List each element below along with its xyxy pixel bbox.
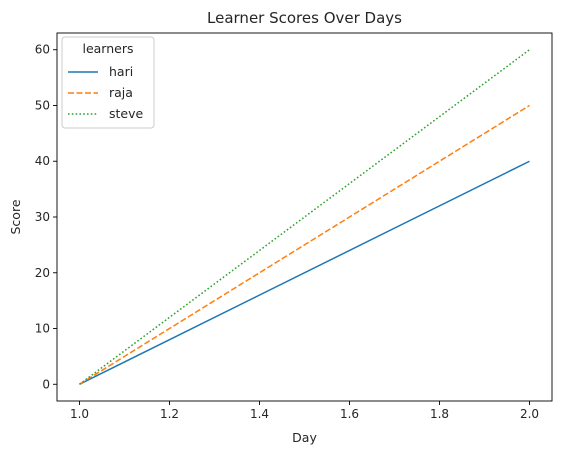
x-tick-label: 1.0 bbox=[70, 407, 89, 421]
y-tick-label: 10 bbox=[35, 322, 50, 336]
y-axis: 0 10 20 30 40 50 60 bbox=[35, 43, 57, 391]
x-axis-label: Day bbox=[292, 430, 317, 445]
x-tick-label: 1.2 bbox=[160, 407, 179, 421]
y-tick-label: 60 bbox=[35, 43, 50, 57]
legend-label-hari: hari bbox=[109, 64, 133, 79]
series-line-hari bbox=[79, 160, 530, 385]
legend-label-raja: raja bbox=[109, 85, 133, 100]
legend-title: learners bbox=[82, 41, 133, 56]
x-tick-label: 1.4 bbox=[250, 407, 269, 421]
y-tick-label: 30 bbox=[35, 210, 50, 224]
y-tick-label: 20 bbox=[35, 266, 50, 280]
legend-label-steve: steve bbox=[109, 106, 144, 121]
legend-box bbox=[61, 36, 155, 129]
plot-area bbox=[79, 49, 530, 385]
x-axis: 1.0 1.2 1.4 1.6 1.8 2.0 bbox=[70, 401, 539, 421]
y-tick-label: 0 bbox=[42, 377, 50, 391]
x-tick-label: 1.8 bbox=[430, 407, 449, 421]
legend: learners hari raja steve bbox=[61, 36, 155, 129]
series-line-raja bbox=[79, 104, 530, 385]
y-tick-label: 50 bbox=[35, 98, 50, 112]
x-tick-label: 1.6 bbox=[340, 407, 359, 421]
chart-title: Learner Scores Over Days bbox=[207, 9, 402, 27]
x-tick-label: 2.0 bbox=[520, 407, 539, 421]
y-axis-label: Score bbox=[8, 199, 23, 234]
y-tick-label: 40 bbox=[35, 154, 50, 168]
